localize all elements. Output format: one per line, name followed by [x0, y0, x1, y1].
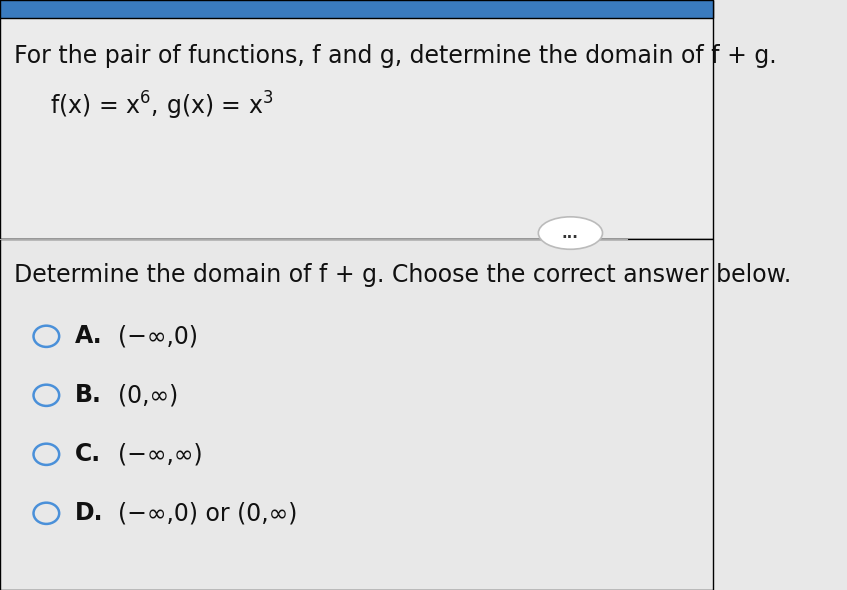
Text: C.: C. [75, 442, 101, 466]
Text: (0,∞): (0,∞) [118, 384, 178, 407]
Text: A.: A. [75, 324, 102, 348]
Ellipse shape [539, 217, 602, 250]
Text: ...: ... [562, 225, 579, 241]
FancyBboxPatch shape [0, 0, 713, 18]
Text: For the pair of functions, f and g, determine the domain of f + g.: For the pair of functions, f and g, dete… [14, 44, 777, 68]
FancyBboxPatch shape [0, 239, 713, 590]
Text: (−∞,0) or (0,∞): (−∞,0) or (0,∞) [118, 502, 297, 525]
Text: Determine the domain of f + g. Choose the correct answer below.: Determine the domain of f + g. Choose th… [14, 263, 791, 287]
Text: (−∞,0): (−∞,0) [118, 324, 197, 348]
Text: f(x) = x$^6$, g(x) = x$^3$: f(x) = x$^6$, g(x) = x$^3$ [50, 90, 274, 122]
Text: D.: D. [75, 502, 103, 525]
FancyBboxPatch shape [0, 0, 713, 239]
Text: B.: B. [75, 384, 102, 407]
Text: (−∞,∞): (−∞,∞) [118, 442, 202, 466]
